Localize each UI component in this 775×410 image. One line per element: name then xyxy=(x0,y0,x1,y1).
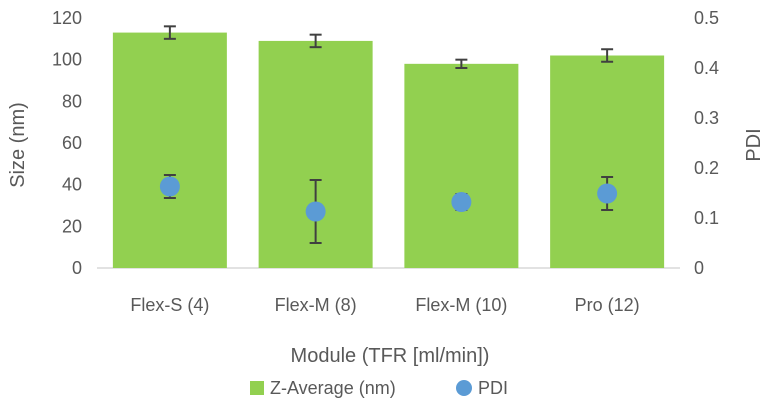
bar xyxy=(550,55,665,268)
category-labels: Flex-S (4) Flex-M (8) Flex-M (10) Pro (12) xyxy=(130,295,639,315)
bar xyxy=(404,63,519,269)
x-tick-label: Flex-M (10) xyxy=(415,295,507,315)
bar-series xyxy=(112,25,665,269)
y2-tick-label: 0.1 xyxy=(694,208,719,228)
right-axis-ticks: 0 0.1 0.2 0.3 0.4 0.5 xyxy=(694,8,719,278)
bar-error-bar xyxy=(309,33,322,49)
legend-label-pdi: PDI xyxy=(478,378,508,398)
legend-swatch-pdi xyxy=(456,380,472,396)
y-tick-label: 100 xyxy=(52,50,82,70)
x-tick-label: Flex-M (8) xyxy=(275,295,357,315)
left-axis-ticks: 0 20 40 60 80 100 120 xyxy=(52,8,82,278)
bar-error-bar xyxy=(455,58,468,69)
y-axis-title: Size (nm) xyxy=(7,102,29,188)
y2-axis-title: PDI xyxy=(743,128,765,161)
bar xyxy=(112,32,227,269)
legend-swatch-z-average xyxy=(250,381,264,395)
x-axis-title: Module (TFR [ml/min]) xyxy=(291,345,490,367)
pdi-series xyxy=(159,174,618,244)
y-tick-label: 60 xyxy=(62,133,82,153)
y2-tick-label: 0.2 xyxy=(694,158,719,178)
y-tick-label: 120 xyxy=(52,8,82,28)
y2-tick-label: 0 xyxy=(694,258,704,278)
bar-error-bar xyxy=(601,48,614,63)
pdi-point xyxy=(305,201,326,222)
x-tick-label: Pro (12) xyxy=(575,295,640,315)
legend: Z-Average (nm) PDI xyxy=(250,378,508,398)
bar-error-bar xyxy=(163,25,176,40)
y2-tick-label: 0.4 xyxy=(694,58,719,78)
y-tick-label: 20 xyxy=(62,216,82,236)
y-tick-label: 80 xyxy=(62,91,82,111)
y2-tick-label: 0.5 xyxy=(694,8,719,28)
pdi-point xyxy=(451,192,472,212)
pdi-point xyxy=(597,183,618,204)
y-tick-label: 0 xyxy=(72,258,82,278)
y2-tick-label: 0.3 xyxy=(694,108,719,128)
pdi-point xyxy=(159,176,180,197)
legend-label-z-average: Z-Average (nm) xyxy=(270,378,396,398)
y-tick-label: 40 xyxy=(62,175,82,195)
x-tick-label: Flex-S (4) xyxy=(130,295,209,315)
